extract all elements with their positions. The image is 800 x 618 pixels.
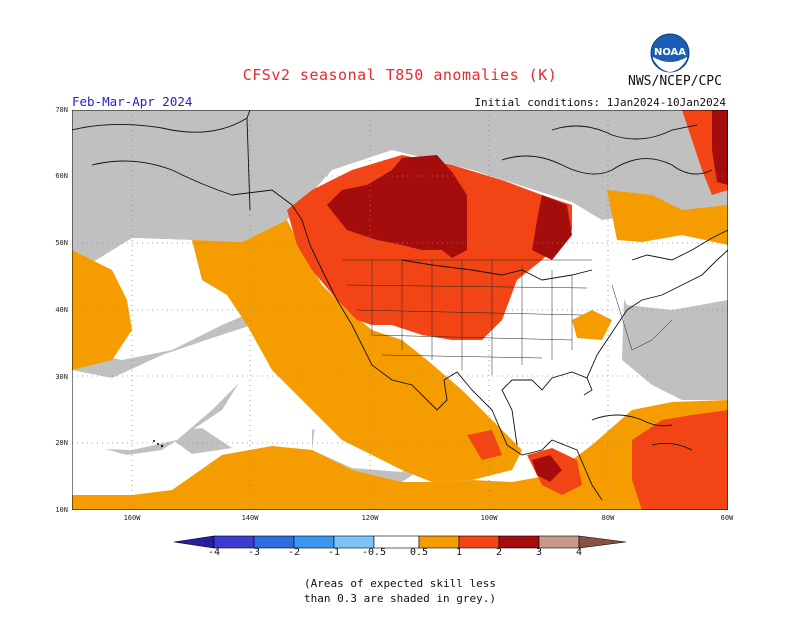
colorbar-label: 3 <box>535 547 543 558</box>
state-borders <box>342 259 673 375</box>
initial-conditions-label: Initial conditions: 1Jan2024-10Jan2024 <box>474 96 726 109</box>
map-title: CFSv2 seasonal T850 anomalies (K) <box>242 66 558 84</box>
very-strong-warm-anomaly-area <box>327 110 728 482</box>
colorbar-label: -0.5 <box>361 547 387 558</box>
lat-label-60n: 60N <box>55 172 68 180</box>
footnote-line-1: (Areas of expected skill less <box>303 577 497 590</box>
colorbar-label: -2 <box>287 547 301 558</box>
footnote-line-2: than 0.3 are shaded in grey.) <box>303 592 497 605</box>
skill-footnote: (Areas of expected skill less than 0.3 a… <box>0 576 800 606</box>
colorbar-label: -1 <box>327 547 341 558</box>
colorbar-label: 0.5 <box>409 547 429 558</box>
lat-label-10n: 10N <box>55 506 68 514</box>
logo-text: NOAA <box>654 47 686 58</box>
colorbar-arrow-warm <box>578 535 626 549</box>
colorbar <box>174 535 626 549</box>
agency-label: NWS/NCEP/CPC <box>628 74 722 89</box>
lat-label-40n: 40N <box>55 306 68 314</box>
islands <box>153 440 164 448</box>
graticule <box>72 110 728 510</box>
coastlines <box>72 110 728 501</box>
colorbar-label: 2 <box>495 547 503 558</box>
noaa-logo: NOAA <box>650 33 690 73</box>
season-label: Feb-Mar-Apr 2024 <box>72 94 193 109</box>
lat-label-20n: 20N <box>55 439 68 447</box>
colorbar-label: 4 <box>575 547 583 558</box>
colorbar-label: -3 <box>247 547 261 558</box>
lat-label-70n: 70N <box>55 106 68 114</box>
lon-label-160w: 160W <box>123 514 141 522</box>
lon-label-60w: 60W <box>720 514 734 522</box>
lon-label-100w: 100W <box>480 514 498 522</box>
colorbar-label: 1 <box>455 547 463 558</box>
lon-label-120w: 120W <box>361 514 379 522</box>
lat-label-50n: 50N <box>55 239 68 247</box>
colorbar-label: -4 <box>207 547 221 558</box>
lon-label-80w: 80W <box>601 514 615 522</box>
anomaly-map <box>72 110 728 510</box>
lon-label-140w: 140W <box>241 514 259 522</box>
lat-label-30n: 30N <box>55 373 68 381</box>
